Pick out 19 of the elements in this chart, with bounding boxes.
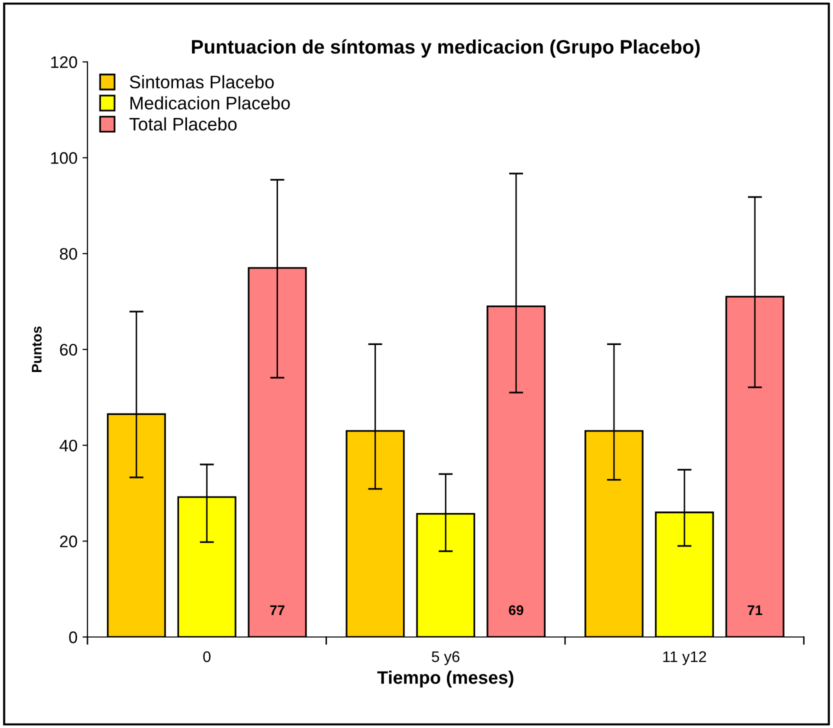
x-tick-label: 0 xyxy=(203,651,211,662)
y-tick-label: 80 xyxy=(60,248,78,260)
y-tick-label: 100 xyxy=(51,152,78,164)
x-tick-label: 5 y6 xyxy=(432,651,460,666)
chart-title: Puntuacion de síntomas y medicacion (Grupo Placebo) xyxy=(192,39,700,58)
legend-label: Total Placebo xyxy=(129,117,237,131)
legend-label: Medicacion Placebo xyxy=(130,96,290,110)
legend-label: Sintomas Placebo xyxy=(130,75,274,88)
y-tick-label: 40 xyxy=(60,440,78,452)
y-tick-label: 60 xyxy=(60,344,78,356)
y-tick-label: 20 xyxy=(60,536,78,548)
y-tick-label: 120 xyxy=(51,56,78,68)
x-axis-title: Tiempo (meses) xyxy=(377,670,514,688)
y-axis-title: Puntos xyxy=(32,326,42,372)
data-label: 71 xyxy=(748,605,762,615)
data-label: 77 xyxy=(270,605,284,615)
x-tick-label: 11 y12 xyxy=(663,651,706,666)
y-tick-label: 0 xyxy=(69,631,78,644)
data-label: 69 xyxy=(508,605,524,616)
